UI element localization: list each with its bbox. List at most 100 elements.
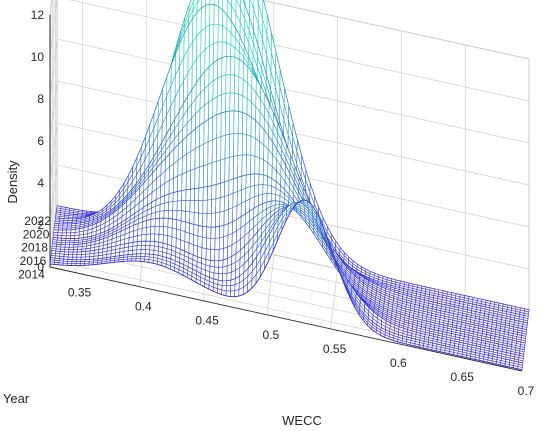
surface-cell — [222, 25, 228, 44]
surface-cell — [226, 42, 232, 57]
surface-cell — [173, 175, 179, 194]
surface-cell — [141, 233, 147, 242]
year-density-curve — [49, 199, 523, 371]
surface-cell — [230, 284, 236, 292]
surface-cell — [168, 192, 174, 203]
surface-cell — [222, 265, 228, 275]
surface-cell — [225, 74, 231, 94]
x-tick-label: 0.7 — [518, 384, 535, 398]
surface-cell — [176, 200, 182, 212]
surface-cell — [190, 148, 196, 171]
z-tick-label: 12 — [31, 8, 45, 22]
surface-cell — [209, 23, 215, 47]
surface-cell — [167, 210, 173, 220]
surface-cell — [194, 187, 200, 201]
surface-cell — [202, 186, 208, 201]
surface-cell — [163, 210, 169, 219]
surface-cell — [199, 121, 205, 147]
surface-cell — [211, 137, 217, 164]
surface-cell — [66, 229, 72, 234]
surface-cell — [167, 218, 173, 229]
surface-cell — [218, 236, 224, 250]
surface-cell — [234, 56, 240, 78]
surface-cell — [263, 159, 269, 177]
surface-cell — [233, 110, 239, 134]
surface-cell — [241, 187, 247, 204]
year-tick-label: 2018 — [21, 241, 48, 255]
surface-cell — [207, 185, 213, 201]
surface-cell — [208, 98, 214, 120]
surface-cell — [211, 161, 217, 187]
surface-cell — [206, 226, 212, 239]
surface-cell — [225, 285, 231, 292]
surface-cell — [150, 218, 156, 228]
surface-cell — [193, 224, 199, 237]
surface-cell — [193, 212, 199, 226]
surface-cell — [242, 78, 248, 100]
surface-cell — [185, 169, 191, 191]
surface-cell — [217, 6, 224, 27]
surface-cell — [76, 254, 82, 258]
surface-cell — [132, 245, 138, 251]
surface-cell — [181, 200, 187, 212]
surface-cell — [214, 260, 220, 268]
surface-cell — [145, 226, 152, 235]
surface-cell — [229, 74, 235, 94]
surface-cell — [220, 111, 226, 137]
surface-cell — [190, 128, 196, 152]
surface-cell — [172, 210, 178, 221]
surface-cell — [229, 92, 235, 112]
surface-cell — [242, 95, 248, 116]
surface-cell — [135, 253, 142, 257]
surface-cell — [236, 189, 242, 206]
surface-cell — [145, 233, 151, 242]
surface-cell — [219, 225, 225, 239]
surface-cell — [213, 4, 219, 25]
surface-cell — [76, 251, 82, 255]
z-tick-label: 10 — [31, 50, 45, 64]
year-tick-label: 2016 — [20, 254, 47, 268]
surface-cell — [146, 219, 152, 228]
surface-cell — [262, 184, 268, 195]
surface-cell — [171, 218, 178, 230]
surface-cell — [164, 193, 170, 204]
year-tick-label: 2014 — [18, 267, 45, 281]
surface-cell — [189, 222, 195, 235]
surface-cell — [181, 189, 187, 201]
x-tick-label: 0.35 — [68, 286, 92, 300]
surface-cell — [246, 134, 252, 156]
surface-cell — [254, 137, 260, 159]
surface-cell — [225, 56, 231, 76]
surface-cell — [223, 194, 230, 212]
surface-cell — [242, 112, 248, 136]
surface-cell — [149, 245, 155, 251]
surface-cell — [215, 183, 221, 200]
surface-cell — [172, 191, 178, 202]
surface-cell — [206, 199, 212, 214]
surface-cell — [222, 246, 228, 261]
surface-cell — [176, 219, 182, 231]
surface-cell — [203, 163, 209, 188]
surface-cell — [210, 249, 216, 262]
surface-cell — [233, 155, 239, 180]
surface-cell — [212, 59, 218, 82]
z-tick-label: 2 — [37, 218, 44, 232]
surface-cell — [189, 188, 195, 201]
surface-cell — [216, 136, 222, 162]
surface-cell — [249, 185, 255, 200]
surface-mesh — [49, 0, 530, 371]
surface-cell — [211, 184, 217, 200]
surface-cell — [250, 116, 256, 139]
surface-cell — [137, 228, 143, 237]
surface-cell — [202, 199, 208, 214]
x-axis-label: WECC — [282, 413, 322, 428]
surface-cell — [159, 217, 165, 227]
surface-cell — [189, 211, 195, 225]
surface-cell — [171, 227, 177, 239]
surface-cell — [137, 234, 143, 243]
surface-cell — [210, 212, 216, 228]
surface-cell — [228, 178, 234, 196]
surface-cell — [68, 246, 74, 250]
surface-cell — [220, 158, 226, 184]
